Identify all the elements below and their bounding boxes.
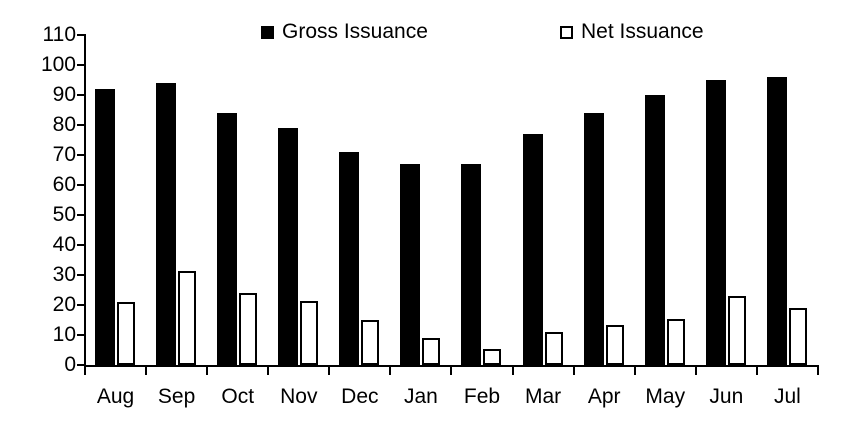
gross-issuance-bar: [95, 89, 115, 365]
net-issuance-bar: [117, 302, 135, 365]
y-tick-label: 50: [52, 203, 76, 226]
y-tick-label: 60: [52, 173, 76, 196]
net-issuance-bar: [300, 300, 319, 365]
x-tick-label-mar: Mar: [525, 385, 562, 408]
gross-issuance-bar: [278, 128, 299, 365]
x-axis-tick: [816, 365, 819, 375]
y-tick-label: 20: [52, 293, 76, 316]
net-issuance-bar: [422, 338, 441, 365]
legend-label-gross: Gross Issuance: [282, 20, 428, 43]
y-axis-tick: [77, 214, 85, 216]
gross-issuance-swatch-icon: [261, 25, 274, 39]
x-tick-label-oct: Oct: [221, 385, 255, 408]
x-tick-label-sep: Sep: [157, 385, 196, 408]
y-axis-tick: [77, 244, 85, 246]
x-axis-tick: [84, 365, 86, 375]
x-axis-tick: [267, 365, 270, 375]
net-issuance-bar: [788, 308, 807, 365]
x-axis-tick: [450, 365, 453, 375]
x-tick-label-dec: Dec: [341, 385, 379, 408]
net-issuance-bar: [483, 348, 502, 365]
gross-issuance-bar: [217, 113, 238, 365]
y-tick-label: 40: [52, 233, 76, 256]
x-axis-tick: [694, 365, 697, 375]
x-tick-label-apr: Apr: [587, 385, 621, 408]
x-tick-label-jan: Jan: [404, 385, 438, 408]
gross-issuance-bar: [156, 83, 177, 365]
x-tick-label-jul: Jul: [773, 385, 801, 408]
legend-item-net: Net Issuance: [560, 21, 704, 43]
gross-issuance-bar: [522, 134, 543, 365]
net-issuance-bar: [239, 293, 258, 365]
x-axis-tick: [633, 365, 636, 375]
gross-issuance-bar: [766, 77, 787, 365]
y-tick-label: 110: [42, 23, 76, 46]
y-axis-tick: [77, 364, 85, 366]
y-tick-label: 10: [52, 323, 76, 346]
y-axis-tick: [77, 304, 85, 306]
x-axis-tick: [755, 365, 758, 375]
y-axis-tick: [77, 154, 85, 156]
x-tick-label-jun: Jun: [709, 385, 744, 408]
y-axis-tick: [77, 274, 85, 276]
x-tick-label-feb: Feb: [463, 385, 501, 408]
y-axis-tick: [77, 124, 85, 126]
gross-issuance-bar: [400, 164, 421, 365]
net-issuance-swatch-icon: [560, 25, 573, 39]
x-axis-tick: [572, 365, 575, 375]
gross-issuance-bar: [705, 80, 726, 365]
gross-issuance-bar: [583, 113, 604, 365]
y-axis-tick: [77, 184, 85, 186]
x-tick-label-aug: Aug: [96, 385, 135, 408]
x-tick-label-nov: Nov: [280, 385, 318, 408]
y-axis-tick: [77, 334, 85, 336]
net-issuance-bar: [666, 318, 685, 365]
gross-issuance-bar: [461, 164, 482, 365]
net-issuance-bar: [544, 332, 563, 365]
net-issuance-bar: [361, 320, 380, 365]
y-tick-label: 90: [52, 83, 76, 106]
gross-issuance-bar: [644, 95, 665, 365]
y-axis-tick: [77, 34, 85, 36]
x-tick-label-may: May: [645, 385, 686, 408]
y-tick-label: 0: [64, 353, 76, 376]
x-axis-tick: [511, 365, 514, 375]
y-tick-label: 30: [52, 263, 76, 286]
y-tick-label: 80: [52, 113, 76, 136]
net-issuance-bar: [727, 296, 746, 365]
legend-label-net: Net Issuance: [581, 20, 704, 43]
gross-issuance-bar: [339, 152, 360, 365]
y-axis-tick: [77, 94, 85, 96]
net-issuance-bar: [178, 270, 197, 365]
y-tick-label: 100: [40, 53, 76, 76]
net-issuance-bar: [605, 324, 624, 365]
x-axis-tick: [389, 365, 392, 375]
x-axis-tick: [145, 365, 148, 375]
x-axis-tick: [206, 365, 209, 375]
y-axis-tick: [77, 64, 85, 66]
y-tick-label: 70: [52, 143, 76, 166]
legend-item-gross: Gross Issuance: [261, 21, 428, 43]
y-axis-line: [84, 34, 86, 367]
x-axis-tick: [328, 365, 331, 375]
